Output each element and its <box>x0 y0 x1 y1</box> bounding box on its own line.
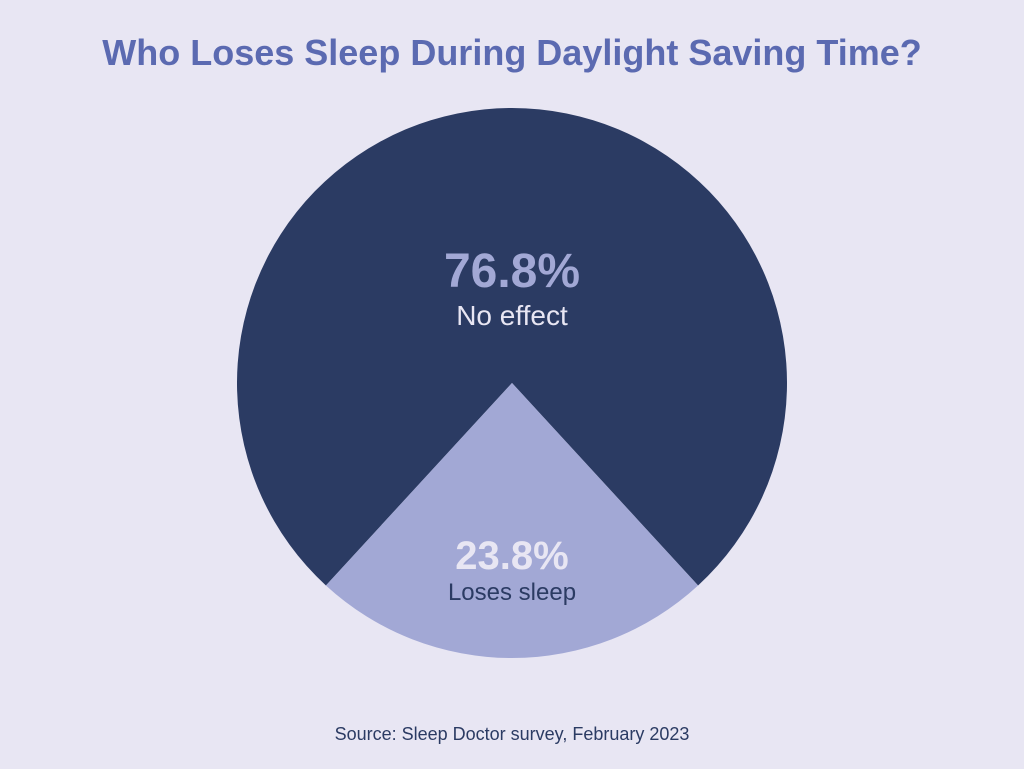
chart-source: Source: Sleep Doctor survey, February 20… <box>0 724 1024 745</box>
chart-canvas: Who Loses Sleep During Daylight Saving T… <box>0 0 1024 769</box>
pie-name-no_effect: No effect <box>444 298 580 333</box>
chart-title: Who Loses Sleep During Daylight Saving T… <box>0 32 1024 74</box>
pie-label-loses_sleep: 23.8%Loses sleep <box>448 534 576 608</box>
pie-chart: 76.8%No effect 23.8%Loses sleep <box>237 108 787 658</box>
pie-name-loses_sleep: Loses sleep <box>448 578 576 608</box>
pie-label-no_effect: 76.8%No effect <box>444 246 580 334</box>
pie-pct-no_effect: 76.8% <box>444 246 580 299</box>
pie-pct-loses_sleep: 23.8% <box>448 534 576 578</box>
